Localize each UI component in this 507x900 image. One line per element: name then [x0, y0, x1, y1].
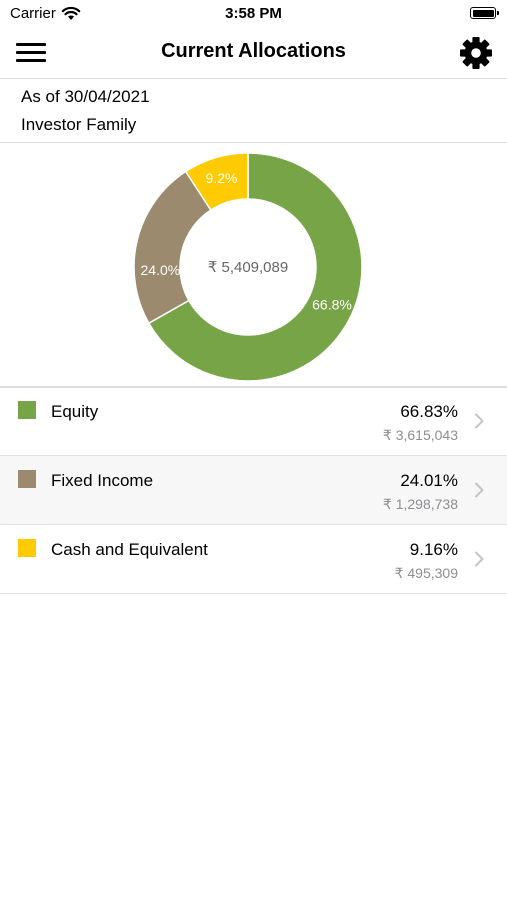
- carrier-label: Carrier: [10, 5, 56, 22]
- allocation-amount: ₹ 495,309: [394, 565, 458, 581]
- donut-slice-fixed-income: [133, 170, 212, 325]
- gear-icon[interactable]: [459, 36, 493, 70]
- allocation-row-cash-and-equivalent[interactable]: Cash and Equivalent 9.16% ₹ 495,309: [0, 525, 507, 594]
- donut-slice-label: 24.0%: [141, 262, 181, 278]
- hamburger-menu-icon[interactable]: [16, 43, 46, 63]
- allocation-row-fixed-income[interactable]: Fixed Income 24.01% ₹ 1,298,738: [0, 456, 507, 525]
- allocation-donut-chart: 66.8% 24.0% 9.2% ₹ 5,409,089: [0, 142, 507, 386]
- donut-chart-svg: 66.8% 24.0% 9.2% ₹ 5,409,089: [133, 152, 363, 382]
- page-title: Current Allocations: [161, 40, 346, 62]
- fixed-income-color-swatch: [18, 470, 36, 488]
- allocation-amount: ₹ 3,615,043: [382, 427, 458, 443]
- donut-slice-cash-and-equivalent: [184, 152, 249, 212]
- status-bar: Carrier 3:58 PM: [0, 0, 507, 28]
- navigation-bar: Current Allocations: [0, 28, 507, 78]
- allocation-name: Cash and Equivalent: [51, 540, 208, 559]
- equity-color-swatch: [18, 401, 36, 419]
- battery-icon: [470, 7, 499, 19]
- allocation-percent: 66.83%: [400, 402, 458, 421]
- wifi-icon: [61, 6, 81, 26]
- nav-divider: [0, 78, 507, 79]
- chart-divider: [0, 386, 507, 388]
- as-of-date: As of 30/04/2021: [21, 87, 150, 106]
- allocation-name: Fixed Income: [51, 471, 154, 490]
- allocation-percent: 9.16%: [409, 540, 458, 559]
- info-divider: [0, 142, 507, 143]
- chevron-right-icon: [474, 482, 484, 503]
- allocation-list: Equity 66.83% ₹ 3,615,043 Fixed Income 2…: [0, 387, 507, 594]
- donut-slice-label: 66.8%: [312, 297, 352, 313]
- donut-center-total: ₹ 5,409,089: [208, 259, 288, 276]
- donut-slice-label: 9.2%: [206, 170, 238, 186]
- allocation-percent: 24.01%: [400, 471, 458, 490]
- donut-slice-equity: [147, 152, 363, 382]
- allocation-row-equity[interactable]: Equity 66.83% ₹ 3,615,043: [0, 387, 507, 456]
- allocation-name: Equity: [51, 402, 99, 421]
- chevron-right-icon: [474, 551, 484, 572]
- investor-name: Investor Family: [21, 115, 137, 134]
- chevron-right-icon: [474, 413, 484, 434]
- cash-color-swatch: [18, 539, 36, 557]
- allocation-amount: ₹ 1,298,738: [382, 496, 458, 512]
- clock-time: 3:58 PM: [225, 5, 282, 22]
